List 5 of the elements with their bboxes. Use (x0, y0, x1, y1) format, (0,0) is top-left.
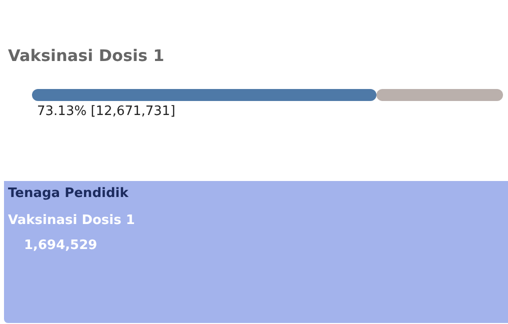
chart-title: Vaksinasi Dosis 1 (8, 46, 164, 65)
text: 1,694,529 (24, 238, 98, 253)
data-label: 73.13% [12,671,731] (37, 104, 176, 119)
text: Tenaga Pendidik (8, 186, 128, 201)
text: Vaksinasi Dosis 1 (8, 213, 135, 228)
